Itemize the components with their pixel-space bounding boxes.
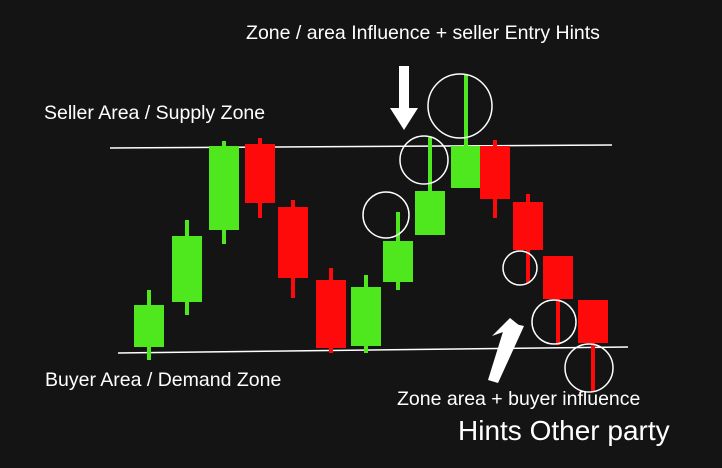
demand-zone-line bbox=[117, 346, 629, 354]
bullish-candle bbox=[209, 141, 239, 244]
candle-body bbox=[415, 191, 445, 235]
arrow-down-icon bbox=[390, 66, 418, 130]
buyer-area-label: Buyer Area / Demand Zone bbox=[45, 369, 281, 391]
circle-highlight bbox=[502, 250, 538, 286]
candle-wick bbox=[428, 137, 432, 235]
wick-highlights bbox=[362, 73, 614, 393]
bearish-candle bbox=[316, 268, 346, 353]
bearish-candle bbox=[578, 300, 608, 392]
bullish-candle bbox=[351, 275, 381, 353]
candle-body bbox=[278, 207, 308, 278]
candle-body bbox=[245, 144, 275, 203]
circle-highlight bbox=[531, 299, 577, 345]
bullish-candle bbox=[172, 220, 202, 315]
candle-body bbox=[513, 202, 543, 250]
candles-group bbox=[134, 75, 608, 392]
candle-body bbox=[543, 256, 573, 299]
candle-wick bbox=[591, 300, 595, 392]
seller-area-label: Seller Area / Supply Zone bbox=[44, 102, 265, 124]
candle-body bbox=[451, 146, 481, 188]
candle-body bbox=[351, 287, 381, 346]
bullish-candle bbox=[415, 137, 445, 235]
candle-body bbox=[383, 241, 413, 282]
bearish-candle bbox=[245, 138, 275, 218]
bullish-candle bbox=[451, 75, 481, 188]
circle-highlight bbox=[427, 73, 493, 139]
buyer-hint-label: Zone area + buyer influence bbox=[397, 388, 640, 410]
other-party-label: Hints Other party bbox=[458, 415, 670, 446]
candle-body bbox=[480, 146, 510, 199]
candle-wick bbox=[464, 75, 468, 188]
candle-body bbox=[172, 236, 202, 302]
circle-highlight bbox=[399, 135, 449, 185]
circle-highlight bbox=[362, 191, 410, 239]
supply-zone-line bbox=[109, 144, 613, 149]
bearish-candle bbox=[513, 194, 543, 283]
circle-highlight bbox=[564, 343, 614, 393]
arrow-up-icon bbox=[488, 318, 524, 383]
candle-body bbox=[316, 280, 346, 348]
top-hint-label: Zone / area Influence + seller Entry Hin… bbox=[246, 22, 600, 44]
candle-body bbox=[578, 300, 608, 343]
bearish-candle bbox=[278, 200, 308, 298]
candle-body bbox=[134, 305, 164, 347]
candle-body bbox=[209, 146, 239, 230]
bullish-candle bbox=[134, 290, 164, 360]
bearish-candle bbox=[480, 140, 510, 218]
bullish-candle bbox=[383, 212, 413, 290]
